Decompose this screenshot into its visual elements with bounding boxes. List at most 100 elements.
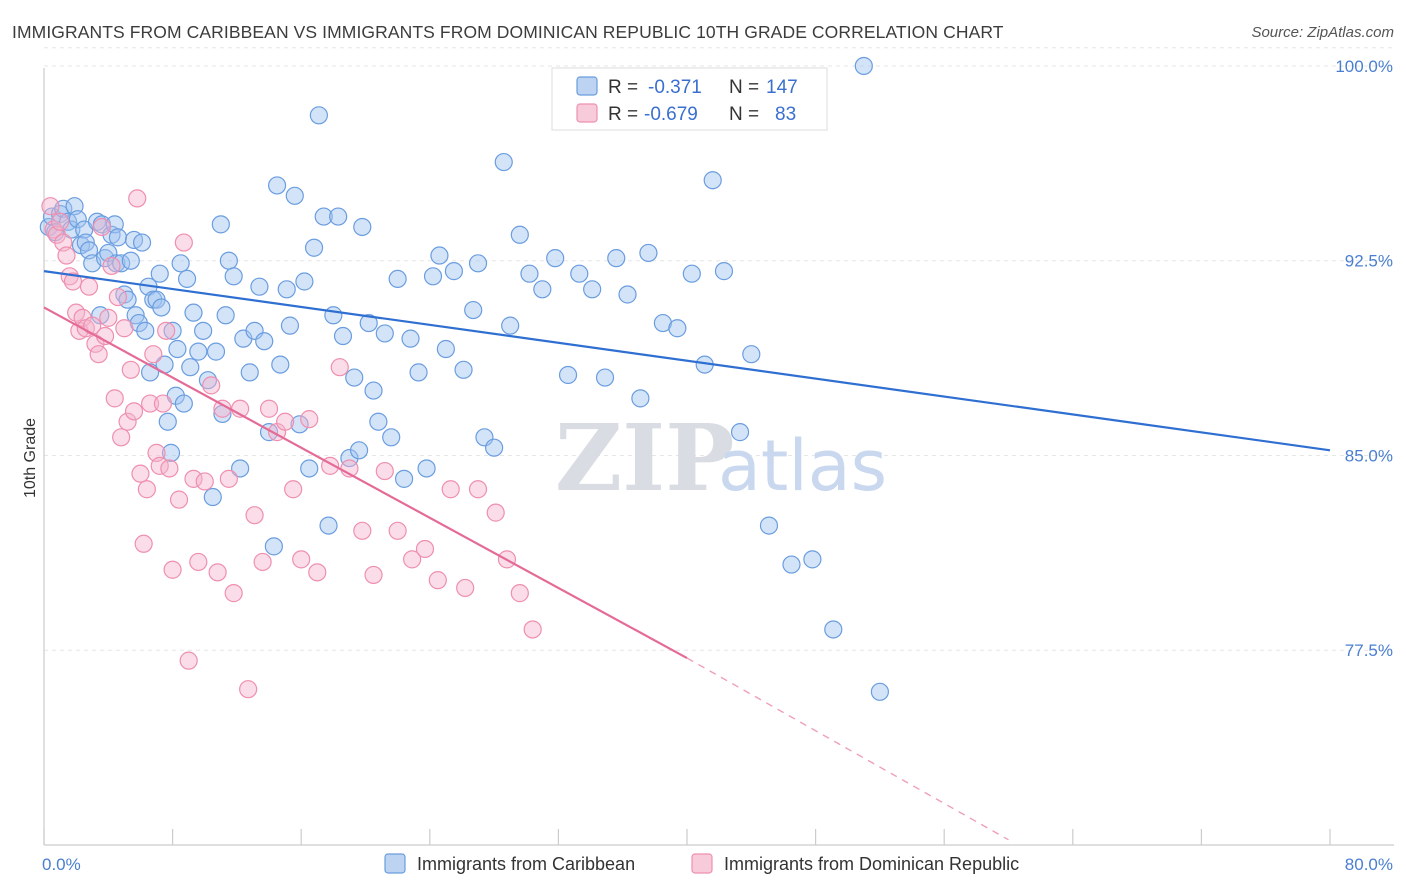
point-caribbean-64 bbox=[255, 332, 274, 351]
point-dominican-52 bbox=[245, 506, 264, 525]
bottom-legend-label-caribbean: Immigrants from Caribbean bbox=[417, 854, 635, 874]
point-caribbean-56 bbox=[216, 306, 235, 325]
grid-lines bbox=[44, 47, 1394, 651]
point-caribbean-68 bbox=[271, 355, 290, 374]
point-caribbean-48 bbox=[184, 303, 203, 322]
legend-n-label-1: N = bbox=[729, 77, 759, 98]
point-caribbean-39 bbox=[158, 412, 177, 431]
legend-n-label-2: N = bbox=[729, 104, 759, 125]
point-caribbean-77 bbox=[314, 207, 333, 226]
point-caribbean-111 bbox=[558, 365, 578, 385]
y-tick-label-1: 85.0% bbox=[1345, 446, 1393, 465]
bottom-legend: Immigrants from Caribbean Immigrants fro… bbox=[384, 853, 1019, 874]
point-caribbean-52 bbox=[203, 487, 222, 507]
watermark-zip: ZIP bbox=[555, 404, 734, 512]
legend-r-value-1: -0.371 bbox=[648, 77, 702, 98]
point-dominican-24 bbox=[118, 412, 137, 431]
point-dominican-31 bbox=[140, 394, 160, 413]
legend-r-label-1: R = bbox=[608, 77, 638, 98]
chart-title: IMMIGRANTS FROM CARIBBEAN VS IMMIGRANTS … bbox=[12, 22, 1004, 42]
point-caribbean-59 bbox=[231, 459, 250, 478]
legend-frame bbox=[551, 67, 828, 131]
point-caribbean-128 bbox=[782, 555, 801, 574]
point-caribbean-101 bbox=[464, 300, 483, 320]
point-caribbean-124 bbox=[714, 262, 734, 281]
point-caribbean-49 bbox=[189, 342, 208, 361]
point-caribbean-104 bbox=[485, 438, 504, 457]
point-dominican-56 bbox=[276, 412, 295, 431]
point-dominican-64 bbox=[353, 521, 372, 540]
point-dominican-38 bbox=[163, 560, 182, 579]
trend-line-dominican-extension bbox=[686, 657, 1009, 841]
point-caribbean-71 bbox=[285, 186, 304, 205]
point-dominican-30 bbox=[137, 480, 156, 499]
point-caribbean-69 bbox=[277, 280, 296, 299]
point-dominican-42 bbox=[184, 469, 203, 488]
point-caribbean-90 bbox=[382, 428, 401, 447]
point-dominican-77 bbox=[523, 620, 542, 639]
point-caribbean-132 bbox=[870, 682, 890, 701]
point-dominican-58 bbox=[292, 550, 311, 569]
point-dominican-54 bbox=[259, 399, 279, 418]
point-caribbean-84 bbox=[349, 441, 369, 460]
point-caribbean-105 bbox=[494, 152, 513, 172]
point-dominican-10 bbox=[73, 308, 92, 327]
point-dominican-49 bbox=[224, 584, 243, 603]
point-dominican-71 bbox=[441, 480, 460, 499]
point-caribbean-102 bbox=[468, 254, 488, 273]
point-dominican-59 bbox=[300, 410, 319, 429]
point-dominican-48 bbox=[219, 469, 238, 488]
point-dominican-39 bbox=[169, 490, 189, 509]
point-caribbean-45 bbox=[174, 394, 193, 413]
legend-n-value-2: 83 bbox=[775, 104, 796, 125]
point-dominican-27 bbox=[128, 189, 147, 208]
point-caribbean-78 bbox=[319, 516, 338, 535]
point-caribbean-88 bbox=[369, 412, 388, 431]
y-axis-label: 10th Grade bbox=[22, 418, 39, 498]
point-caribbean-61 bbox=[240, 363, 259, 382]
legend-r-label-2: R = bbox=[608, 104, 638, 125]
point-caribbean-43 bbox=[168, 339, 187, 359]
point-dominican-19 bbox=[102, 256, 121, 276]
legend-n-value-1: 147 bbox=[766, 77, 798, 98]
point-caribbean-76 bbox=[309, 106, 328, 125]
point-caribbean-127 bbox=[759, 516, 779, 535]
point-dominican-16 bbox=[92, 217, 111, 237]
x-tick-label-0: 0.0% bbox=[42, 855, 81, 874]
point-dominican-35 bbox=[153, 394, 173, 413]
point-caribbean-30 bbox=[132, 233, 152, 252]
point-caribbean-40 bbox=[161, 443, 181, 462]
source-credit: Source: ZipAtlas.com bbox=[1251, 24, 1394, 41]
point-caribbean-93 bbox=[401, 329, 420, 348]
point-caribbean-73 bbox=[295, 272, 314, 291]
point-dominican-22 bbox=[112, 428, 131, 447]
point-dominican-12 bbox=[79, 277, 99, 296]
point-caribbean-50 bbox=[194, 321, 213, 340]
point-caribbean-100 bbox=[454, 360, 473, 379]
point-caribbean-109 bbox=[533, 280, 552, 299]
point-caribbean-22 bbox=[108, 228, 128, 247]
point-caribbean-89 bbox=[375, 324, 394, 343]
x-tick-label-1: 80.0% bbox=[1345, 855, 1393, 874]
bottom-legend-swatch-dominican bbox=[691, 853, 713, 874]
point-caribbean-91 bbox=[388, 269, 407, 289]
point-dominican-60 bbox=[308, 563, 327, 582]
point-dominican-29 bbox=[134, 534, 153, 553]
y-tick-label-0: 77.5% bbox=[1345, 641, 1393, 660]
point-caribbean-116 bbox=[618, 285, 637, 304]
point-caribbean-106 bbox=[501, 316, 520, 335]
y-tick-labels: 77.5% 85.0% 92.5% 100.0% bbox=[1335, 57, 1393, 660]
point-caribbean-125 bbox=[730, 423, 750, 442]
point-caribbean-130 bbox=[824, 620, 843, 639]
point-dominican-45 bbox=[202, 376, 221, 395]
legend-swatch-caribbean bbox=[576, 76, 598, 96]
point-caribbean-63 bbox=[250, 277, 269, 296]
point-dominican-69 bbox=[415, 539, 435, 559]
point-caribbean-120 bbox=[668, 319, 687, 338]
point-dominican-51 bbox=[239, 680, 258, 699]
point-caribbean-87 bbox=[364, 381, 383, 400]
point-caribbean-129 bbox=[803, 550, 822, 569]
point-caribbean-31 bbox=[136, 321, 155, 340]
point-caribbean-80 bbox=[329, 207, 348, 226]
